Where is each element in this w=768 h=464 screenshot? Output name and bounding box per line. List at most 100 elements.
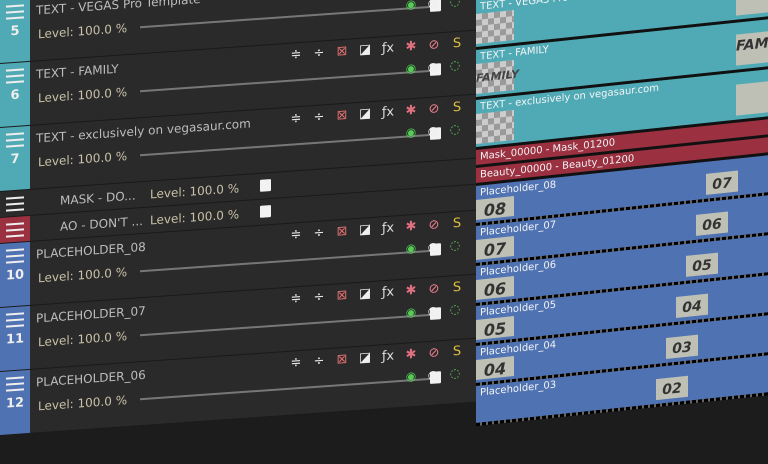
- event-end-thumbnail: 05: [686, 252, 718, 277]
- make-compositing-child-icon[interactable]: ◎: [427, 0, 439, 11]
- track-menu-icon[interactable]: [6, 376, 24, 392]
- gear-icon[interactable]: ✱: [405, 346, 417, 363]
- compositing-icon[interactable]: ÷: [313, 289, 325, 306]
- move-icon[interactable]: ≑: [290, 110, 302, 127]
- fx-icon[interactable]: ƒx: [381, 40, 395, 57]
- track-level-label: Level: 100.0 %: [38, 85, 128, 106]
- level-slider[interactable]: [140, 249, 440, 273]
- solo-icon[interactable]: S: [452, 99, 462, 116]
- gear-icon[interactable]: ✱: [405, 218, 417, 235]
- level-slider[interactable]: [140, 5, 440, 29]
- solo-icon[interactable]: S: [452, 215, 462, 232]
- fx-icon[interactable]: ƒx: [381, 348, 395, 365]
- compositing-icon[interactable]: ÷: [313, 353, 325, 370]
- event-end-thumbnail: 07: [706, 170, 738, 195]
- bypass-icon[interactable]: ⊘: [428, 281, 440, 298]
- level-slider[interactable]: [140, 313, 440, 337]
- mute-icon[interactable]: ⊠: [336, 223, 348, 240]
- track-menu-icon[interactable]: [6, 196, 24, 212]
- track-menu-icon[interactable]: [6, 312, 24, 328]
- make-compositing-child-icon[interactable]: ◎: [427, 367, 439, 383]
- bypass-icon[interactable]: ⊘: [428, 345, 440, 362]
- move-icon[interactable]: ≑: [290, 46, 302, 63]
- event-end-thumbnail: 03: [666, 334, 698, 360]
- composite-mode-icon[interactable]: ◉: [405, 368, 417, 384]
- level-slider[interactable]: [140, 133, 440, 157]
- track-state-buttons: ◉ ◎ ◌: [404, 238, 462, 256]
- make-compositing-parent-icon[interactable]: ◌: [449, 121, 461, 137]
- track-color-strip: 12: [0, 369, 30, 435]
- track-name[interactable]: TEXT - VEGAS Pro Template: [36, 0, 201, 18]
- mute-icon[interactable]: ⊠: [336, 287, 348, 304]
- track-color-strip: 6: [0, 61, 30, 128]
- track-color-strip: 7: [0, 125, 30, 191]
- move-icon[interactable]: ≑: [290, 226, 302, 243]
- event-end-thumbnail: FAMILY: [736, 31, 768, 66]
- make-compositing-child-icon[interactable]: ◎: [427, 239, 439, 255]
- fx-icon[interactable]: ƒx: [381, 104, 395, 121]
- bypass-icon[interactable]: ⊘: [428, 217, 440, 234]
- solo-icon[interactable]: S: [452, 279, 462, 296]
- track-menu-icon[interactable]: [6, 248, 24, 264]
- gear-icon[interactable]: ✱: [405, 102, 417, 119]
- compositing-icon[interactable]: ÷: [313, 225, 325, 242]
- event-thumbnail: 08: [476, 196, 514, 220]
- composite-mode-icon[interactable]: ◉: [405, 0, 417, 12]
- track-name[interactable]: TEXT - FAMILY: [36, 61, 119, 82]
- motion-blur-icon[interactable]: ◪: [358, 286, 372, 302]
- make-compositing-parent-icon[interactable]: ◌: [449, 0, 461, 9]
- track-menu-icon[interactable]: [6, 68, 24, 84]
- make-compositing-parent-icon[interactable]: ◌: [449, 301, 461, 317]
- level-slider[interactable]: [140, 377, 440, 401]
- level-slider[interactable]: [140, 69, 440, 93]
- bypass-icon[interactable]: ⊘: [428, 101, 440, 118]
- make-compositing-parent-icon[interactable]: ◌: [449, 365, 461, 381]
- motion-blur-icon[interactable]: ◪: [358, 42, 372, 58]
- solo-icon[interactable]: S: [452, 343, 462, 360]
- track-color-strip: 5: [0, 0, 30, 63]
- composite-mode-icon[interactable]: ◉: [405, 304, 417, 320]
- make-compositing-parent-icon[interactable]: ◌: [449, 237, 461, 253]
- make-compositing-child-icon[interactable]: ◎: [427, 59, 439, 75]
- level-slider-handle[interactable]: [260, 179, 271, 192]
- gear-icon[interactable]: ✱: [405, 282, 417, 299]
- event-end-thumbnail: 02: [656, 375, 688, 401]
- track-name[interactable]: MASK - DO...: [60, 188, 136, 208]
- composite-mode-icon[interactable]: ◉: [405, 60, 417, 76]
- track-name[interactable]: PLACEHOLDER_07: [36, 303, 146, 326]
- event-end-thumbnail: 06: [696, 211, 728, 236]
- motion-blur-icon[interactable]: ◪: [358, 222, 372, 238]
- motion-blur-icon[interactable]: ◪: [358, 106, 372, 122]
- track-level-label: Level: 100.0 %: [38, 265, 128, 286]
- make-compositing-parent-icon[interactable]: ◌: [449, 57, 461, 73]
- fx-icon[interactable]: ƒx: [381, 220, 395, 237]
- compositing-icon[interactable]: ÷: [313, 109, 325, 126]
- track-menu-icon[interactable]: [6, 132, 24, 148]
- track-name[interactable]: PLACEHOLDER_06: [36, 367, 146, 390]
- level-slider-handle[interactable]: [260, 205, 271, 218]
- composite-mode-icon[interactable]: ◉: [405, 240, 417, 256]
- fx-icon[interactable]: ƒx: [381, 284, 395, 301]
- track-color-strip: [0, 215, 30, 243]
- composite-mode-icon[interactable]: ◉: [405, 124, 417, 140]
- move-icon[interactable]: ≑: [290, 290, 302, 307]
- track-menu-icon[interactable]: [6, 222, 24, 238]
- make-compositing-child-icon[interactable]: ◎: [427, 123, 439, 139]
- move-icon[interactable]: ≑: [290, 354, 302, 371]
- event-end-thumbnail: [736, 81, 768, 116]
- track-name[interactable]: AO - DON'T ...: [60, 214, 143, 234]
- motion-blur-icon[interactable]: ◪: [358, 350, 372, 366]
- track-name[interactable]: PLACEHOLDER_08: [36, 239, 146, 262]
- track-menu-icon[interactable]: [6, 4, 24, 20]
- gear-icon[interactable]: ✱: [405, 38, 417, 55]
- track-color-strip: 10: [0, 241, 30, 307]
- track-level-label: Level: 100.0 %: [38, 149, 128, 170]
- track-level-label: Level: 100.0 %: [38, 329, 128, 350]
- compositing-icon[interactable]: ÷: [313, 45, 325, 62]
- mute-icon[interactable]: ⊠: [336, 43, 348, 60]
- make-compositing-child-icon[interactable]: ◎: [427, 303, 439, 319]
- bypass-icon[interactable]: ⊘: [428, 37, 440, 54]
- mute-icon[interactable]: ⊠: [336, 107, 348, 124]
- mute-icon[interactable]: ⊠: [336, 351, 348, 368]
- solo-icon[interactable]: S: [452, 35, 462, 52]
